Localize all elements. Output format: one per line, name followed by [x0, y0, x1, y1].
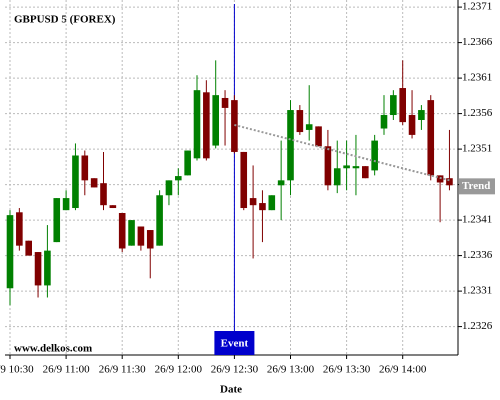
candle-body: [446, 178, 453, 186]
candle-body: [118, 213, 126, 249]
y-tick-label: 1.2341: [462, 214, 492, 226]
y-tick-label: 1.2336: [462, 249, 493, 261]
candle-body: [109, 205, 117, 209]
x-tick-label: 26/9 13:00: [267, 364, 315, 376]
y-tick-label: 1.2371: [462, 1, 492, 13]
candle-body: [16, 212, 23, 246]
candle-body: [156, 195, 163, 246]
y-tick-label: 1.2326: [462, 320, 493, 332]
candle-body: [240, 151, 248, 209]
x-tick-label: 26/9 11:00: [43, 364, 90, 376]
candle-body: [25, 240, 32, 256]
trend-label: Trend: [462, 180, 490, 192]
trend-label-box: [459, 178, 495, 195]
candle-body: [53, 198, 61, 243]
candle-body: [137, 226, 145, 246]
candle-body: [221, 97, 229, 108]
candle-body: [315, 126, 322, 147]
x-tick-label: 26/9 13:30: [323, 364, 371, 376]
y-tick-label: 1.2361: [462, 72, 492, 84]
y-tick-label: 1.2351: [462, 143, 492, 155]
y-tick-label: 1.2356: [462, 107, 493, 119]
watermark: www.delkos.com: [14, 343, 92, 355]
candle-body: [268, 195, 276, 211]
event-label-box: [214, 331, 255, 355]
candle-body: [128, 220, 135, 246]
candle-body: [352, 166, 360, 169]
candle-body: [34, 252, 42, 286]
candle-body: [333, 168, 341, 186]
candle-body: [193, 90, 201, 159]
candle-body: [62, 198, 70, 211]
candle-body: [81, 155, 89, 181]
candle-body: [296, 110, 304, 133]
candle-body: [72, 155, 79, 209]
event-label: Event: [221, 338, 249, 350]
candle-body: [184, 150, 191, 176]
candle-body: [324, 146, 332, 186]
candle-body: [390, 95, 397, 116]
candle-body: [90, 178, 98, 188]
x-tick-label: 26/9 12:00: [155, 364, 203, 376]
candle-body: [277, 180, 285, 186]
candle-body: [231, 100, 238, 152]
chart-title: GBPUSD 5 (FOREX): [14, 14, 116, 26]
candle-body: [380, 115, 388, 129]
y-tick-label: 1.2366: [462, 36, 493, 48]
candle-body: [418, 110, 425, 120]
x-tick-label: 26/9 14:00: [379, 364, 427, 376]
candle-body: [175, 176, 182, 181]
candle-body: [399, 88, 406, 123]
candle-body: [100, 183, 107, 206]
candle-body: [362, 166, 369, 179]
candle-body: [165, 180, 173, 196]
candle-body: [6, 215, 14, 289]
x-tick-label: 26/9 10:30: [0, 364, 34, 376]
x-tick-label: 26/9 11:30: [99, 364, 146, 376]
candle-body: [249, 198, 257, 206]
candle-body: [44, 250, 51, 286]
candle-body: [371, 140, 378, 171]
x-axis-label: Date: [220, 384, 242, 396]
candle-body: [203, 92, 210, 159]
candle-body: [212, 95, 219, 146]
trend-line: [234, 123, 450, 182]
candle-body: [343, 165, 350, 169]
candle-body: [259, 203, 266, 211]
y-tick-label: 1.2331: [462, 285, 492, 297]
candle-body: [287, 110, 294, 181]
candle-body: [427, 100, 435, 176]
candle-body: [305, 124, 313, 130]
candle-body: [408, 115, 416, 135]
candle-body: [146, 230, 154, 249]
x-tick-label: 26/9 12:30: [211, 364, 259, 376]
